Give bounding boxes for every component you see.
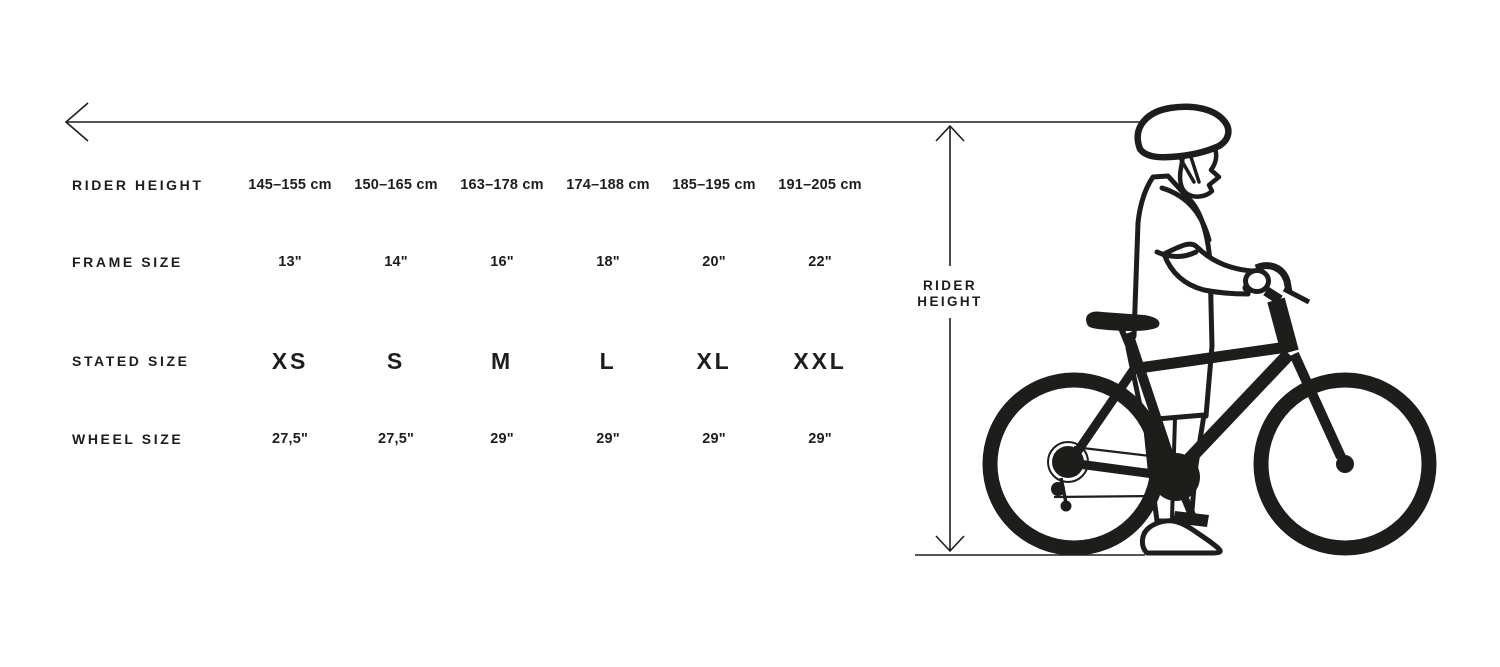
chainring [1152, 453, 1200, 501]
table-cell: 174–188 cm [566, 177, 650, 193]
table-cell: 191–205 cm [778, 177, 862, 193]
table-cell: 29" [808, 431, 832, 447]
sleeve-hem [1154, 249, 1199, 259]
front-wheel [1253, 372, 1437, 556]
shoe [1140, 518, 1223, 556]
measure-label-line2: HEIGHT [917, 293, 983, 309]
table-row-stated-size: STATED SIZE XS S M L XL XXL [72, 343, 873, 379]
helmet-strap [1177, 152, 1201, 184]
seat-stay [1067, 366, 1138, 464]
table-cell: 18" [596, 254, 620, 270]
arrow-left-icon [64, 102, 89, 142]
table-cell: 27,5" [377, 431, 415, 447]
chain-top [1073, 445, 1168, 460]
table-cell: 27,5" [271, 431, 309, 447]
table-row-rider-height: RIDER HEIGHT 145–155 cm 150–165 cm 163–1… [72, 171, 873, 199]
stem [1263, 286, 1283, 305]
table-cell: 20" [702, 254, 726, 270]
table-cell: M [491, 347, 513, 374]
table-cell: XS [271, 347, 309, 374]
rider-hand [1243, 268, 1271, 294]
saddle [1086, 311, 1160, 331]
seat-post [1118, 326, 1133, 352]
helmet-icon [1134, 103, 1232, 161]
front-hub [1336, 455, 1354, 473]
table-cell: XL [696, 347, 732, 374]
rider-with-bike-illustration [982, 103, 1437, 556]
table-cell: 22" [808, 254, 832, 270]
table-row-frame-size: FRAME SIZE 13" 14" 16" 18" 20" 22" [72, 248, 873, 276]
measure-label-line1: RIDER [922, 278, 977, 293]
down-tube [1173, 349, 1294, 476]
row-label: RIDER HEIGHT [72, 177, 204, 193]
bicycle-illustration [982, 262, 1437, 556]
table-cell: 150–165 cm [354, 177, 438, 193]
top-tube [1131, 341, 1288, 375]
table-cell: 13" [278, 254, 302, 270]
table-cell: L [599, 347, 617, 374]
table-cell: 185–195 cm [672, 177, 756, 193]
row-label: FRAME SIZE [72, 254, 183, 270]
table-cell: 16" [490, 254, 514, 270]
fork [1289, 351, 1346, 460]
handlebar [1254, 262, 1293, 293]
table-cell: 29" [490, 431, 514, 447]
chain-bottom [1053, 494, 1157, 499]
derailleur-pulley-2 [1060, 500, 1072, 512]
table-cell: 163–178 cm [460, 177, 544, 193]
table-cell: 145–155 cm [248, 177, 332, 193]
table-row-wheel-size: WHEEL SIZE 27,5" 27,5" 29" 29" 29" 29" [72, 425, 873, 453]
row-label: WHEEL SIZE [72, 431, 184, 447]
brake-lever [1282, 286, 1311, 305]
pedal [1173, 511, 1209, 527]
head-tube [1267, 297, 1299, 355]
rider-foot [1140, 268, 1271, 556]
table-cell: S [386, 347, 406, 374]
rider-height-measure-label: RIDER HEIGHT [880, 278, 1020, 309]
table-cell: 14" [384, 254, 408, 270]
table-cell: 29" [596, 431, 620, 447]
table-cell: XXL [793, 347, 847, 374]
seat-tube [1123, 331, 1180, 476]
row-label: STATED SIZE [72, 353, 190, 369]
derailleur-pulley-1 [1051, 482, 1065, 496]
table-cell: 29" [702, 431, 726, 447]
sleeve-seam [1159, 185, 1212, 243]
